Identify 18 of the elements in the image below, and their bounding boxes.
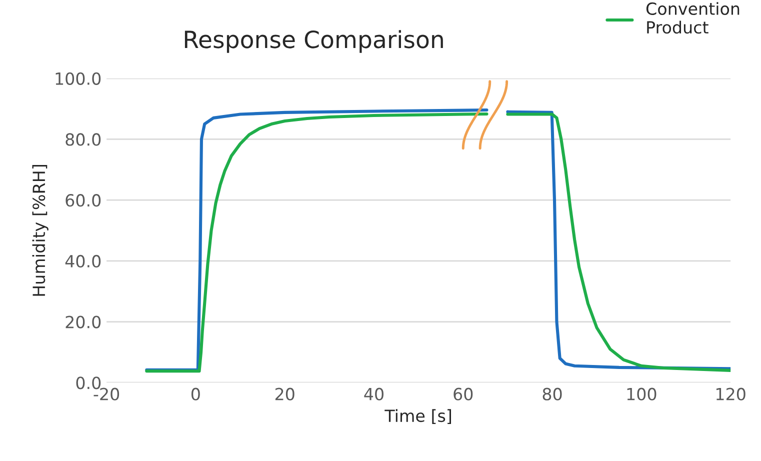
legend-label: Convention Product <box>646 2 740 34</box>
x-tick-label: 80 <box>542 388 562 400</box>
y-tick-label: 60.0 <box>66 194 101 207</box>
y-tick-label: 80.0 <box>66 133 101 146</box>
x-tick-label: 120 <box>716 388 746 400</box>
y-tick-label: 100.0 <box>56 72 101 85</box>
chart-title: Response Comparison <box>184 30 443 53</box>
x-tick-label: 0 <box>191 388 200 400</box>
y-axis-title: Humidity [%RH] <box>32 165 48 296</box>
x-tick-label: 40 <box>364 388 384 400</box>
x-tick-label: -20 <box>94 388 120 400</box>
y-tick-label: 20.0 <box>66 316 101 328</box>
x-axis-title: Time [s] <box>384 409 451 424</box>
x-tick-label: 20 <box>275 388 294 400</box>
x-tick-label: 60 <box>454 388 473 400</box>
x-tick-label: 100 <box>627 388 656 400</box>
y-tick-label: 40.0 <box>65 254 101 268</box>
y-tick-label: 0.0 <box>76 376 101 390</box>
